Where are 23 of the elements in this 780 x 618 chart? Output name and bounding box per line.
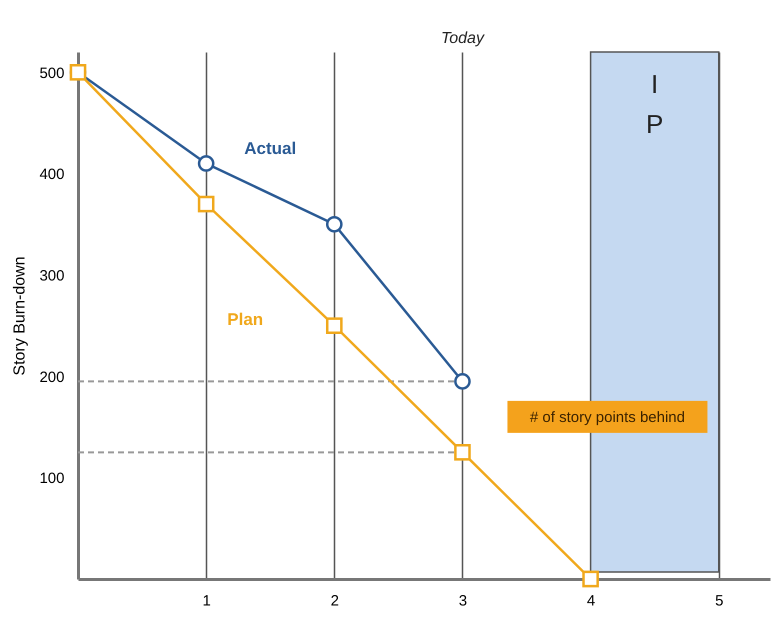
x-tick-label: 5 bbox=[715, 592, 724, 610]
x-tick-label: 4 bbox=[586, 592, 596, 610]
point bbox=[198, 196, 214, 212]
point bbox=[454, 444, 471, 461]
y-tick-label: 300 bbox=[39, 267, 64, 284]
point bbox=[198, 155, 214, 172]
text: Plan bbox=[227, 310, 264, 329]
y-tick-label: 400 bbox=[39, 166, 64, 184]
x-tick-label: 1 bbox=[202, 592, 211, 610]
point bbox=[582, 570, 599, 588]
annotation: # of story points behind bbox=[530, 408, 685, 426]
band-label: I P bbox=[646, 69, 664, 139]
point bbox=[326, 317, 343, 334]
y-tick-label: 100 bbox=[39, 470, 64, 488]
y-tick-label: 500 bbox=[39, 64, 64, 82]
point bbox=[326, 216, 343, 233]
series-label: Actual bbox=[244, 138, 296, 158]
x-tick-label: 3 bbox=[458, 592, 468, 610]
x-tick-label: 2 bbox=[330, 592, 339, 610]
y-tick-label: 200 bbox=[39, 368, 64, 386]
text: Today bbox=[440, 30, 485, 47]
y-axis-title: Story Burn-down bbox=[11, 256, 28, 376]
point bbox=[454, 373, 471, 390]
